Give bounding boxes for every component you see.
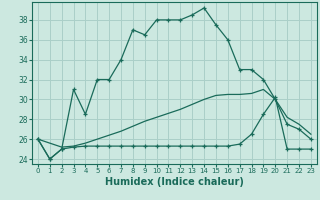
X-axis label: Humidex (Indice chaleur): Humidex (Indice chaleur) — [105, 177, 244, 187]
